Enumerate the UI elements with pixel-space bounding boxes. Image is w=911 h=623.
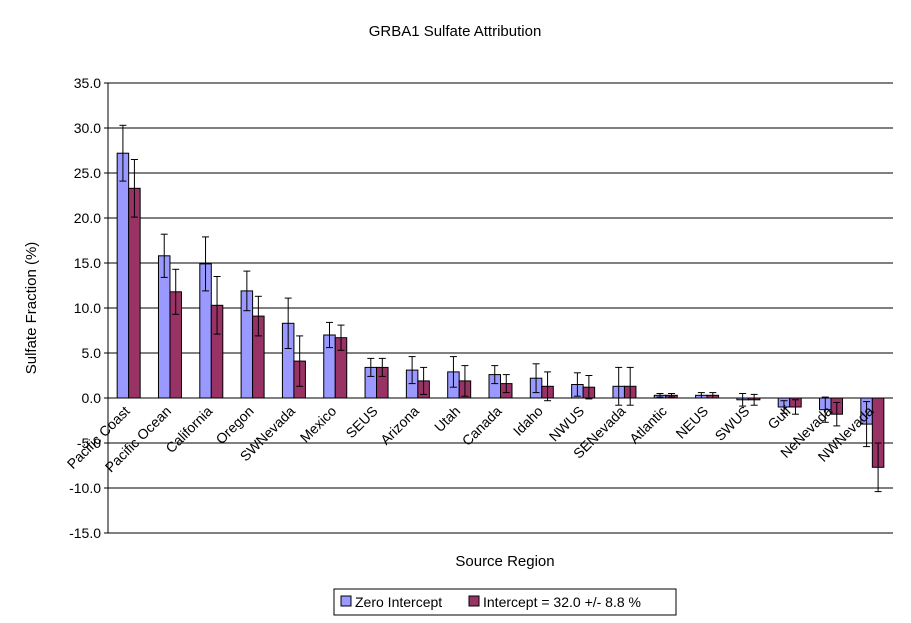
bar-zero-intercept	[116, 152, 130, 399]
error-bars	[119, 124, 882, 493]
gridlines	[104, 82, 893, 534]
category-label: Idaho	[510, 403, 546, 439]
legend: Zero Intercept Intercept = 32.0 +/- 8.8 …	[333, 588, 677, 616]
legend-box	[333, 588, 677, 616]
y-tick-label: -15.0	[69, 525, 101, 541]
y-tick-label: -10.0	[69, 480, 101, 496]
chart-title: GRBA1 Sulfate Attribution	[369, 23, 542, 40]
category-label: Mexico	[297, 403, 340, 446]
y-tick-label: 0.0	[82, 390, 102, 406]
y-tick-label: 35.0	[74, 75, 101, 91]
y-tick-label: -5.0	[77, 435, 101, 451]
legend-label-intercept: Intercept = 32.0 +/- 8.8 %	[483, 594, 641, 610]
category-label: SWUS	[712, 403, 753, 444]
category-label: Atlantic	[626, 403, 670, 447]
bar-intercept	[128, 187, 141, 399]
category-label: Canada	[459, 403, 505, 449]
category-label: Arizona	[377, 403, 422, 448]
category-label: Utah	[431, 403, 463, 435]
y-tick-label: 15.0	[74, 255, 101, 271]
y-axis-label: Sulfate Fraction (%)	[23, 242, 40, 375]
y-tick-labels: 35.0 30.0 25.0 20.0 15.0 10.0 5.0 0.0 -5.0 -10.0 -…	[69, 75, 101, 541]
legend-label-zero-intercept: Zero Intercept	[355, 594, 442, 610]
y-tick-label: 20.0	[74, 210, 101, 226]
y-tick-label: 5.0	[82, 345, 102, 361]
category-label: NEUS	[672, 403, 711, 442]
category-label: SEUS	[342, 403, 380, 441]
x-axis-label: Source Region	[455, 553, 554, 570]
y-tick-label: 25.0	[74, 165, 101, 181]
legend-swatch-intercept	[468, 595, 480, 607]
y-tick-label: 10.0	[74, 300, 101, 316]
legend-swatch-zero-intercept	[340, 595, 352, 607]
y-tick-label: 30.0	[74, 120, 101, 136]
